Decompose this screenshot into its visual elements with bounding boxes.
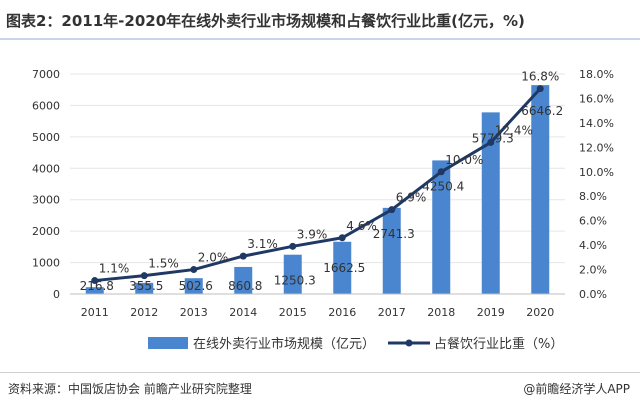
brand-credit: @前瞻经济学人APP (523, 382, 630, 396)
share-line (94, 87, 542, 283)
y-right-tick-label: 12.0% (579, 141, 614, 154)
bar (481, 112, 500, 294)
combo-chart: 0 1000 2000 3000 4000 5000 6000 7000 0.0% 2.0% 4.0… (32, 68, 614, 352)
bar (531, 85, 550, 294)
y-right-tick-label: 4.0% (579, 239, 607, 252)
bar-value-label: 216.8 (80, 279, 114, 293)
bar (85, 287, 104, 294)
x-tick-label: 2018 (427, 306, 455, 319)
y-right-tick-label: 6.0% (579, 215, 607, 228)
bar (283, 254, 302, 294)
y-left-tick-label: 4000 (32, 162, 60, 175)
bar (135, 282, 154, 294)
line-value-label: 6.9% (396, 191, 427, 205)
x-tick-label: 2017 (378, 306, 406, 319)
x-tick-label: 2012 (130, 306, 158, 319)
line-value-label: 3.9% (297, 227, 328, 241)
bar-value-label: 355.5 (129, 279, 163, 293)
line-point (91, 277, 99, 285)
line-point (487, 138, 495, 146)
line-value-label: 10.0% (445, 153, 483, 167)
legend-bar-swatch (148, 337, 188, 349)
y-right-tick-label: 0.0% (579, 288, 607, 301)
y-right-tick-label: 2.0% (579, 264, 607, 277)
line-value-label: 2.0% (198, 251, 229, 265)
bar (184, 278, 203, 294)
line-point (437, 168, 445, 176)
y-right-tick-label: 14.0% (579, 117, 614, 130)
bar (234, 266, 253, 294)
x-tick-label: 2014 (229, 306, 257, 319)
line-point (536, 85, 544, 93)
bar-value-label: 6646.2 (521, 104, 563, 118)
y-right-tick-label: 10.0% (579, 166, 614, 179)
line-point (239, 252, 247, 260)
x-tick-label: 2013 (180, 306, 208, 319)
y-left-tick-label: 2000 (32, 225, 60, 238)
x-tick-label: 2020 (526, 306, 554, 319)
line-point (388, 206, 396, 214)
bar (333, 241, 352, 294)
line-value-label: 1.5% (148, 257, 179, 271)
y-right-tick-label: 16.0% (579, 92, 614, 105)
line-value-label: 12.4% (495, 123, 533, 137)
line-point (140, 272, 148, 280)
line-point (338, 234, 346, 242)
y-left-tick-label: 6000 (32, 99, 60, 112)
bar-value-label: 1250.3 (274, 274, 316, 288)
legend-line-label: 占餐饮行业比重（%） (434, 336, 563, 352)
title-divider (0, 38, 640, 40)
y-left-tick-label: 1000 (32, 257, 60, 270)
y-left-tick-label: 5000 (32, 131, 60, 144)
bar-value-label: 502.6 (179, 279, 213, 293)
chart-title: 图表2：2011年-2020年在线外卖行业市场规模和占餐饮行业比重(亿元，%) (6, 12, 525, 30)
y-right-tick-label: 8.0% (579, 190, 607, 203)
line-point (289, 242, 297, 250)
line-value-label: 1.1% (99, 262, 130, 276)
y-left-tick-label: 0 (53, 288, 60, 301)
source-note: 资料来源：中国饭店协会 前瞻产业研究院整理 (8, 382, 252, 396)
line-point (190, 266, 198, 274)
x-tick-label: 2011 (81, 306, 109, 319)
y-right-tick-label: 18.0% (579, 68, 614, 81)
x-tick-label: 2016 (328, 306, 356, 319)
y-left-tick-label: 7000 (32, 68, 60, 81)
x-tick-label: 2019 (477, 306, 505, 319)
footer: 资料来源：中国饭店协会 前瞻产业研究院整理 @前瞻经济学人APP (0, 372, 640, 406)
bar (432, 160, 451, 294)
y-left-tick-label: 3000 (32, 194, 60, 207)
bar-value-label: 1662.5 (323, 261, 365, 275)
line-value-label: 4.6% (346, 219, 377, 233)
x-tick-label: 2015 (279, 306, 307, 319)
line-value-label: 16.8% (521, 70, 559, 84)
bar-value-label: 4250.4 (422, 179, 464, 193)
bar-value-label: 860.8 (228, 279, 262, 293)
legend-line-marker (405, 339, 413, 347)
bar (382, 207, 401, 294)
line-value-label: 3.1% (247, 237, 278, 251)
bar-value-label: 2741.3 (373, 227, 415, 241)
legend-bar-label: 在线外卖行业市场规模（亿元） (193, 336, 375, 352)
